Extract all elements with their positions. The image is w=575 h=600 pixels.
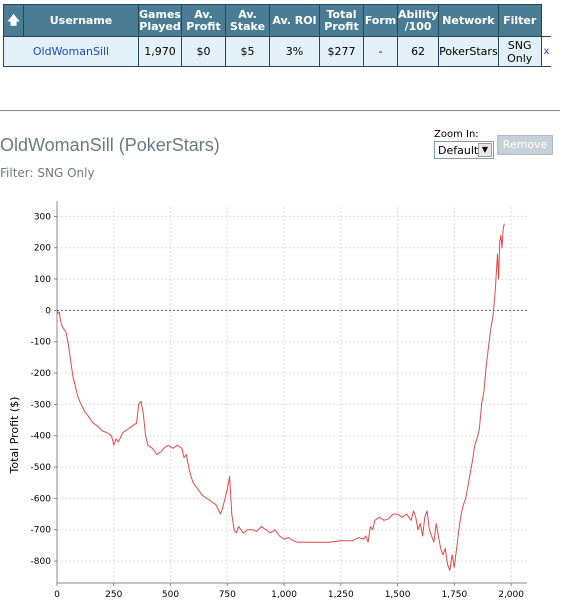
y-tick-label: 100 (34, 275, 51, 285)
cell-games-played: 1,970 (138, 36, 182, 67)
y-tick-label: -400 (31, 432, 52, 442)
header-total-profit[interactable]: Total Profit (319, 4, 364, 37)
x-tick-label: 500 (162, 590, 179, 600)
x-tick-label: 250 (105, 590, 122, 600)
cell-ability: 62 (396, 36, 440, 67)
header-filter[interactable]: Filter (497, 4, 542, 37)
x-tick-label: 1,500 (385, 590, 411, 600)
zoom-select-value: Default (438, 144, 479, 157)
header-ability[interactable]: Ability /100 (396, 4, 440, 37)
x-tick-label: 1,750 (441, 590, 467, 600)
sort-column-header[interactable]: 🡅 (3, 4, 24, 37)
cell-total-profit: $277 (319, 36, 364, 67)
header-network[interactable]: Network (438, 4, 499, 37)
header-av-stake[interactable]: Av. Stake (225, 4, 270, 37)
y-tick-label: 200 (34, 244, 51, 254)
header-games-played[interactable]: Games Played (138, 4, 182, 37)
chart-grid (56, 207, 527, 583)
header-spacer (541, 4, 552, 37)
chevron-down-icon[interactable]: ▼ (478, 143, 492, 157)
x-tick-label: 2,000 (498, 590, 524, 600)
x-tick-label: 1,250 (328, 590, 354, 600)
up-arrow-icon[interactable]: 🡅 (7, 13, 20, 27)
cell-filter: SNG Only (497, 36, 542, 67)
x-tick-label: 0 (54, 590, 60, 600)
y-tick-label: -700 (31, 526, 52, 536)
table-header-row: 🡅 Username Games Played Av. Profit Av. S… (3, 4, 552, 37)
remove-row-link[interactable]: x (540, 36, 552, 67)
table-row: OldWomanSill 1,970 $0 $5 3% $277 - 62 Po… (3, 36, 552, 67)
chart-series (56, 223, 527, 571)
y-tick-label: -600 (31, 494, 52, 504)
y-tick-label: 300 (34, 212, 51, 222)
cell-av-roi: 3% (269, 36, 320, 67)
section-divider (0, 110, 560, 111)
x-tick-label: 1,000 (271, 590, 297, 600)
chart-ticks: 0 250 500 750 1,000 1,250 1,500 1,750 2,000 300 20… (31, 212, 525, 600)
chart-axes (56, 201, 527, 584)
cell-av-stake: $5 (225, 36, 270, 67)
y-tick-label: -300 (31, 400, 52, 410)
header-av-roi[interactable]: Av. ROI (269, 4, 320, 37)
chart-title: OldWomanSill (PokerStars) (0, 135, 220, 155)
cell-form: - (363, 36, 398, 67)
zoom-label: Zoom In: (434, 129, 479, 140)
y-axis-label: Total Profit ($) (8, 397, 21, 475)
profit-chart: 0 250 500 750 1,000 1,250 1,500 1,750 2,000 300 20… (8, 201, 527, 600)
y-tick-label: -200 (31, 369, 52, 379)
y-tick-label: 0 (45, 306, 51, 316)
cell-network: PokerStars (438, 36, 499, 67)
username-link[interactable]: OldWomanSill (3, 36, 139, 67)
cell-av-profit: $0 (181, 36, 226, 67)
remove-button[interactable]: Remove (497, 135, 553, 155)
profit-series-line (56, 223, 505, 571)
x-tick-label: 750 (219, 590, 236, 600)
header-av-profit[interactable]: Av. Profit (181, 4, 226, 37)
y-tick-label: -500 (31, 463, 52, 473)
header-username[interactable]: Username (23, 4, 139, 37)
y-tick-label: -100 (31, 338, 52, 348)
zoom-select[interactable]: Default ▼ (434, 141, 494, 159)
header-form[interactable]: Form (363, 4, 398, 37)
chart-filter-label: Filter: SNG Only (0, 166, 95, 180)
y-tick-label: -800 (31, 557, 52, 567)
player-stats-table: 🡅 Username Games Played Av. Profit Av. S… (3, 4, 552, 67)
